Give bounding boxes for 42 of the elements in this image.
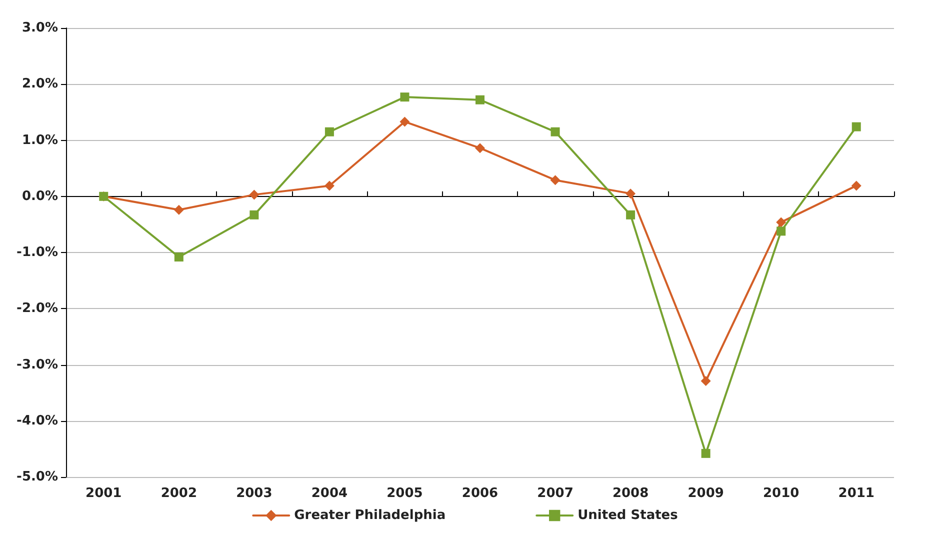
point <box>400 116 410 127</box>
point <box>701 448 710 458</box>
x-tick-label: 2010 <box>762 486 800 501</box>
y-tick-label: -4.0% <box>16 413 58 428</box>
x-tick-label: 2004 <box>311 486 348 501</box>
x-tick-label: 2005 <box>386 486 423 501</box>
point <box>174 252 184 262</box>
point <box>475 143 485 154</box>
y-tick-label: 1.0% <box>22 132 58 148</box>
x-tick-label: 2003 <box>236 486 272 501</box>
y-tick-label: -3.0% <box>16 357 58 372</box>
point <box>400 92 410 102</box>
point <box>324 180 334 191</box>
point <box>700 376 711 386</box>
point <box>550 175 560 186</box>
x-tick-label: 2011 <box>838 486 874 501</box>
y-tick-label: 0.0% <box>22 188 58 204</box>
point <box>249 190 260 200</box>
point <box>776 226 786 236</box>
point <box>626 210 636 220</box>
y-tick-label: -2.0% <box>16 301 58 316</box>
legend-label: Greater Philadelphia <box>294 508 446 523</box>
point <box>250 210 259 220</box>
y-tick-label: 2.0% <box>22 76 58 92</box>
point <box>476 95 484 104</box>
point <box>776 217 786 228</box>
x-tick-label: 2007 <box>537 486 574 501</box>
y-tick-label: -1.0% <box>16 245 58 260</box>
x-tick-label: 2006 <box>462 486 498 501</box>
point <box>174 204 184 215</box>
point <box>324 127 334 136</box>
x-tick-label: 2001 <box>86 486 122 501</box>
legend-label: United States <box>578 508 678 523</box>
x-tick-label: 2009 <box>688 486 724 501</box>
y-tick-label: -5.0% <box>16 470 58 484</box>
x-tick-label: 2002 <box>160 486 198 501</box>
point <box>626 188 636 199</box>
point <box>851 180 862 191</box>
y-tick-label: 3.0% <box>22 20 58 36</box>
x-tick-label: 2008 <box>612 486 649 501</box>
point <box>550 127 560 136</box>
point <box>852 122 861 132</box>
